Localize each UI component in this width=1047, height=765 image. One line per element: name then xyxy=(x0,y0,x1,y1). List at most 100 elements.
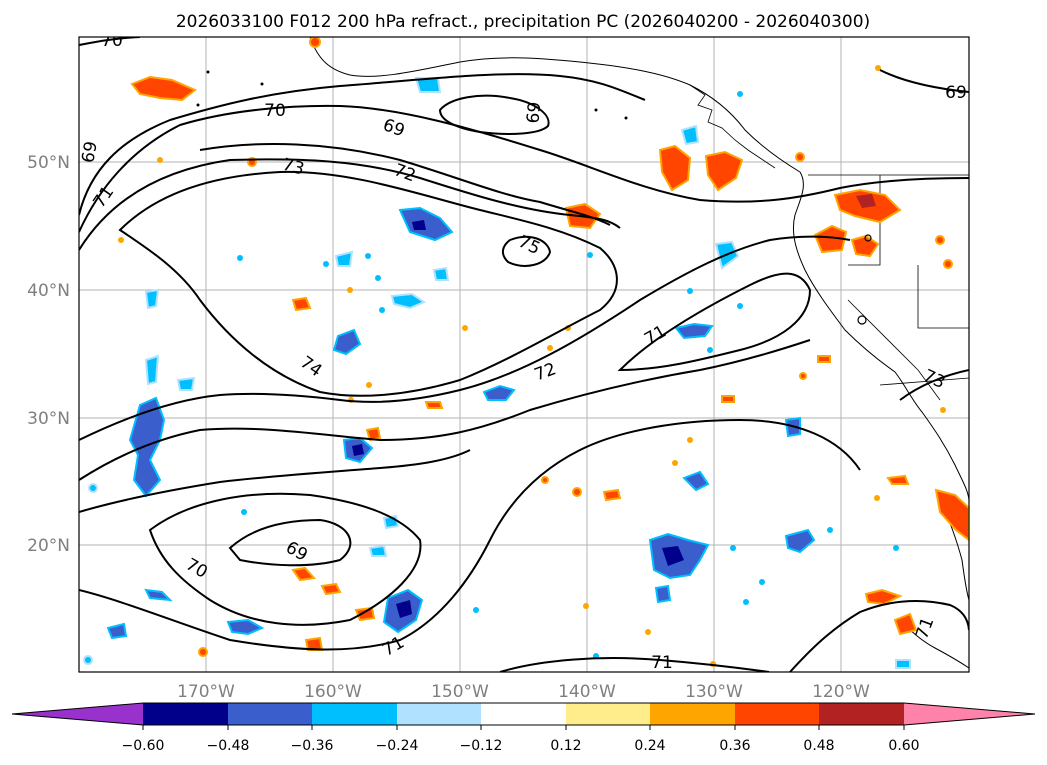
positive-anomalies xyxy=(118,37,969,667)
negative-dot xyxy=(730,545,736,551)
colorbar-tick-marks xyxy=(142,725,905,730)
positive-cell xyxy=(291,566,316,582)
positive-dot xyxy=(309,37,321,48)
contour-label: 71 xyxy=(651,653,673,673)
contour-72-south xyxy=(79,235,851,441)
islands xyxy=(196,70,872,325)
negative-dot xyxy=(323,261,329,267)
contour-74 xyxy=(118,170,618,397)
negative-dot xyxy=(587,252,593,258)
island xyxy=(594,108,598,112)
lat-label-20n: 20°N xyxy=(27,536,70,556)
contour-label: 70 xyxy=(101,31,123,51)
graticule xyxy=(79,37,969,672)
negative-dot xyxy=(237,255,243,261)
negative-cell xyxy=(144,354,160,386)
positive-cell xyxy=(354,606,376,622)
lon-label-130w: 130°W xyxy=(685,682,743,702)
island xyxy=(624,116,628,120)
negative-cell xyxy=(784,528,816,554)
contour-71-far-south xyxy=(79,418,861,651)
positive-cell xyxy=(320,582,342,596)
positive-cell xyxy=(893,612,918,636)
lon-label-150w: 150°W xyxy=(431,682,489,702)
negative-dot xyxy=(375,275,381,281)
colorbar-tick-label: −0.24 xyxy=(376,738,419,754)
negative-dot xyxy=(365,253,371,259)
negative-cell xyxy=(334,250,354,267)
positive-dot xyxy=(645,629,651,635)
negative-core xyxy=(352,444,364,456)
negative-core xyxy=(396,600,412,618)
contour-label: 69 xyxy=(521,101,543,124)
colorbar-bin xyxy=(143,703,228,725)
contour-68-closed xyxy=(438,94,550,135)
longitude-labels: 170°W 160°W 150°W 140°W 130°W 120°W xyxy=(177,682,870,702)
positive-cell xyxy=(850,234,880,258)
island xyxy=(196,103,200,107)
border-ca-nv xyxy=(847,299,941,401)
contour-70-south xyxy=(148,492,422,626)
positive-cell xyxy=(817,355,831,363)
negative-core xyxy=(412,220,426,230)
positive-dot xyxy=(198,647,208,657)
latitude-labels: 50°N 40°N 30°N 20°N xyxy=(27,153,70,556)
positive-dot xyxy=(672,460,678,466)
state-borders xyxy=(808,174,969,401)
negative-dot xyxy=(759,579,765,585)
positive-cell xyxy=(886,474,910,485)
positive-dot xyxy=(935,235,945,245)
contour-label: 69 xyxy=(78,140,101,165)
colorbar-extend-high xyxy=(904,703,1035,725)
colorbar-tick-label: 0.48 xyxy=(803,738,834,754)
negative-dot xyxy=(893,545,899,551)
lat-label-50n: 50°N xyxy=(27,153,70,173)
contour-71-south xyxy=(79,339,811,481)
positive-dot xyxy=(940,407,946,413)
colorbar-bin xyxy=(819,703,904,725)
positive-cell xyxy=(658,144,692,192)
map-panel: 70 70 69 69 69 71 73 72 75 74 72 71 73 6… xyxy=(78,31,970,673)
colorbar-tick-label: 0.36 xyxy=(719,738,750,754)
negative-cell xyxy=(398,206,454,242)
positive-cell xyxy=(602,488,622,502)
negative-dot xyxy=(743,599,749,605)
negative-cell xyxy=(682,470,710,492)
contour-70-mid xyxy=(79,449,471,513)
negative-anomalies xyxy=(83,77,911,669)
lon-label-140w: 140°W xyxy=(558,682,616,702)
positive-core xyxy=(856,194,876,208)
negative-cell xyxy=(332,328,362,356)
north-america-coast xyxy=(309,37,969,501)
positive-cell xyxy=(721,395,735,403)
border-nv xyxy=(917,265,969,329)
colorbar-bin xyxy=(397,703,481,725)
positive-dot xyxy=(583,603,589,609)
contour-69-closed xyxy=(228,518,352,567)
positive-dot xyxy=(795,152,805,162)
precipitation-shading xyxy=(83,37,969,669)
contour-label: 69 xyxy=(945,83,967,103)
colorbar-bin xyxy=(312,703,397,725)
contour-71-right xyxy=(789,599,969,672)
alaska-panhandle-islands xyxy=(689,84,776,169)
colorbar-tick-label: −0.48 xyxy=(207,738,250,754)
negative-cell xyxy=(144,588,173,602)
negative-core xyxy=(662,546,684,566)
colorbar-bin xyxy=(566,703,650,725)
positive-dot xyxy=(541,476,549,484)
negative-dot xyxy=(707,347,713,353)
contour-69-north xyxy=(79,73,646,216)
colorbar-tick-label: −0.36 xyxy=(291,738,334,754)
colorbar-tick-label: −0.12 xyxy=(460,738,503,754)
lon-label-170w: 170°W xyxy=(177,682,235,702)
lake xyxy=(857,315,867,325)
figure-title: 2026033100 F012 200 hPa refract., precip… xyxy=(176,12,870,32)
positive-dot xyxy=(875,65,881,71)
positive-dot xyxy=(687,437,693,443)
border-mexico xyxy=(879,377,969,386)
positive-dot xyxy=(366,382,372,388)
negative-cell xyxy=(106,622,128,640)
positive-cell xyxy=(291,296,312,312)
negative-dot xyxy=(88,483,98,493)
